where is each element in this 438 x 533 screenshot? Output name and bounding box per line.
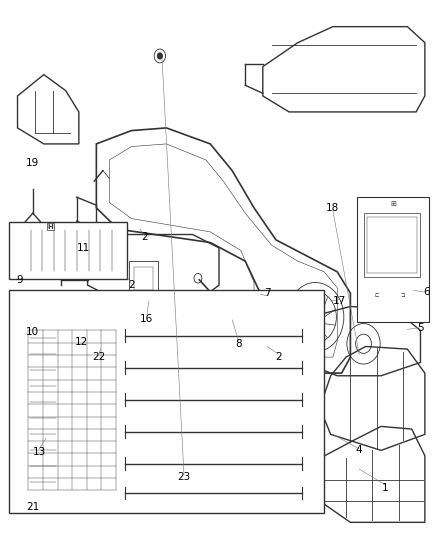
Text: 18: 18 [326,203,339,213]
Bar [134,266,153,290]
Bar [28,333,57,488]
Text: 22: 22 [92,352,105,362]
Bar [9,222,127,279]
Text: 5: 5 [417,323,424,333]
Text: 2: 2 [141,232,148,242]
Text: 1: 1 [382,483,389,492]
Text: H: H [47,223,53,230]
Text: 7: 7 [264,288,271,298]
Bar [26,328,118,493]
Bar [12,473,18,482]
Text: 23: 23 [177,472,191,482]
Text: 16: 16 [140,314,153,324]
Bar [357,197,429,322]
Bar [364,213,420,277]
Text: 2: 2 [275,352,282,362]
Text: ⊏: ⊏ [374,293,379,298]
Text: 19: 19 [26,158,39,167]
Text: 17: 17 [333,296,346,306]
Text: 11: 11 [77,243,90,253]
Text: 8: 8 [235,339,242,349]
Text: 4: 4 [356,446,363,455]
Text: 12: 12 [74,337,88,347]
Bar [129,261,158,296]
Text: 9: 9 [16,275,23,285]
Text: 6: 6 [424,287,431,297]
Text: 13: 13 [33,447,46,457]
Text: 21: 21 [26,503,39,512]
Text: ⊐: ⊐ [401,293,405,298]
Bar [9,290,324,513]
Circle shape [157,53,162,59]
Bar [12,441,18,450]
Text: 2: 2 [128,280,135,290]
Text: 10: 10 [26,327,39,336]
Bar [367,217,417,273]
Text: ⊞: ⊞ [390,200,396,207]
